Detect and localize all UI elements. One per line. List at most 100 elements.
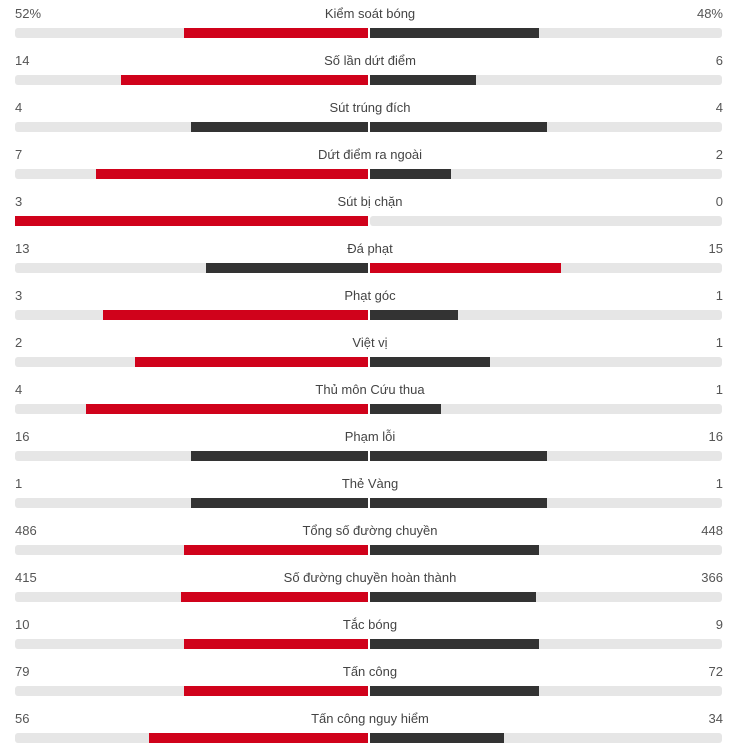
stat-label: Tắc bóng xyxy=(342,617,398,632)
home-value: 2 xyxy=(15,335,23,350)
away-value: 366 xyxy=(701,570,723,585)
home-value: 13 xyxy=(15,241,30,256)
stat-row: 3 Phạt góc 1 xyxy=(0,288,740,324)
stat-row: 56 Tấn công nguy hiểm 34 xyxy=(0,711,740,747)
away-bar xyxy=(370,545,539,555)
home-value: 1 xyxy=(15,476,23,491)
home-value: 486 xyxy=(15,523,37,538)
away-value: 1 xyxy=(715,335,723,350)
stat-label: Tấn công xyxy=(342,664,398,679)
stat-label: Số lần dứt điểm xyxy=(324,53,416,68)
stat-row: 415 Số đường chuyền hoàn thành 366 xyxy=(0,570,740,606)
away-bar xyxy=(370,122,547,132)
stat-label: Thủ môn Cứu thua xyxy=(315,382,425,397)
stat-row: 7 Dứt điểm ra ngoài 2 xyxy=(0,147,740,183)
away-bar xyxy=(370,169,451,179)
away-bar xyxy=(370,310,458,320)
stat-row: 79 Tấn công 72 xyxy=(0,664,740,700)
away-bar xyxy=(370,451,547,461)
home-bar xyxy=(149,733,368,743)
away-bar xyxy=(370,75,476,85)
home-bar xyxy=(184,686,368,696)
home-bar xyxy=(181,592,368,602)
away-bar xyxy=(370,733,504,743)
stat-label: Sút bị chặn xyxy=(337,194,403,209)
stat-label: Số đường chuyền hoàn thành xyxy=(283,570,457,585)
stat-label: Đá phạt xyxy=(347,241,393,256)
stat-label: Tấn công nguy hiểm xyxy=(311,711,429,726)
stat-row: 4 Sút trúng đích 4 xyxy=(0,100,740,136)
home-value: 56 xyxy=(15,711,30,726)
away-bar xyxy=(370,592,536,602)
away-value: 72 xyxy=(708,664,723,679)
home-value: 415 xyxy=(15,570,37,585)
stat-row: 13 Đá phạt 15 xyxy=(0,241,740,277)
away-bar-track xyxy=(370,216,722,226)
home-value: 10 xyxy=(15,617,30,632)
away-bar-track xyxy=(370,404,722,414)
stat-label: Phạt góc xyxy=(344,288,396,303)
home-value: 7 xyxy=(15,147,23,162)
home-bar xyxy=(96,169,368,179)
stat-row: 3 Sút bị chặn 0 xyxy=(0,194,740,230)
home-bar xyxy=(206,263,368,273)
away-bar-track xyxy=(370,28,722,38)
away-value: 0 xyxy=(715,194,723,209)
away-bar xyxy=(370,404,441,414)
home-bar xyxy=(191,498,368,508)
away-bar xyxy=(370,357,490,367)
away-bar-track xyxy=(370,169,722,179)
home-value: 3 xyxy=(15,194,23,209)
home-value: 14 xyxy=(15,53,30,68)
home-bar xyxy=(191,122,368,132)
away-bar-track xyxy=(370,686,722,696)
home-bar xyxy=(86,404,368,414)
home-bar xyxy=(135,357,368,367)
away-value: 6 xyxy=(715,53,723,68)
away-bar-track xyxy=(370,75,722,85)
stat-label: Kiểm soát bóng xyxy=(324,6,416,21)
home-value: 79 xyxy=(15,664,30,679)
home-bar xyxy=(121,75,368,85)
away-value: 1 xyxy=(715,382,723,397)
away-bar-track xyxy=(370,733,722,743)
home-value: 52% xyxy=(15,6,42,21)
stat-label: Dứt điểm ra ngoài xyxy=(317,147,423,162)
home-value: 16 xyxy=(15,429,30,444)
stat-row: 52% Kiểm soát bóng 48% xyxy=(0,6,740,42)
stat-row: 1 Thẻ Vàng 1 xyxy=(0,476,740,512)
away-value: 2 xyxy=(715,147,723,162)
home-bar-track xyxy=(15,263,368,273)
home-value: 4 xyxy=(15,100,23,115)
home-bar xyxy=(191,451,368,461)
away-value: 9 xyxy=(715,617,723,632)
away-value: 1 xyxy=(715,476,723,491)
stat-row: 4 Thủ môn Cứu thua 1 xyxy=(0,382,740,418)
away-bar-track xyxy=(370,357,722,367)
away-bar xyxy=(370,686,539,696)
away-value: 34 xyxy=(708,711,723,726)
stat-label: Thẻ Vàng xyxy=(341,476,399,491)
home-bar xyxy=(184,545,368,555)
away-bar-track xyxy=(370,310,722,320)
home-bar xyxy=(103,310,368,320)
stat-label: Phạm lỗi xyxy=(344,429,396,444)
away-bar-track xyxy=(370,592,722,602)
stat-label: Sút trúng đích xyxy=(329,100,411,115)
stat-label: Tổng số đường chuyền xyxy=(302,523,438,538)
home-value: 4 xyxy=(15,382,23,397)
away-value: 16 xyxy=(708,429,723,444)
away-bar xyxy=(370,28,539,38)
stat-row: 16 Phạm lỗi 16 xyxy=(0,429,740,465)
home-bar xyxy=(184,639,368,649)
away-bar-track xyxy=(370,545,722,555)
away-bar xyxy=(370,639,539,649)
away-bar-track xyxy=(370,639,722,649)
home-bar xyxy=(184,28,368,38)
away-value: 15 xyxy=(708,241,723,256)
stat-row: 486 Tổng số đường chuyền 448 xyxy=(0,523,740,559)
home-bar xyxy=(15,216,368,226)
stat-row: 14 Số lần dứt điểm 6 xyxy=(0,53,740,89)
away-value: 48% xyxy=(696,6,723,21)
